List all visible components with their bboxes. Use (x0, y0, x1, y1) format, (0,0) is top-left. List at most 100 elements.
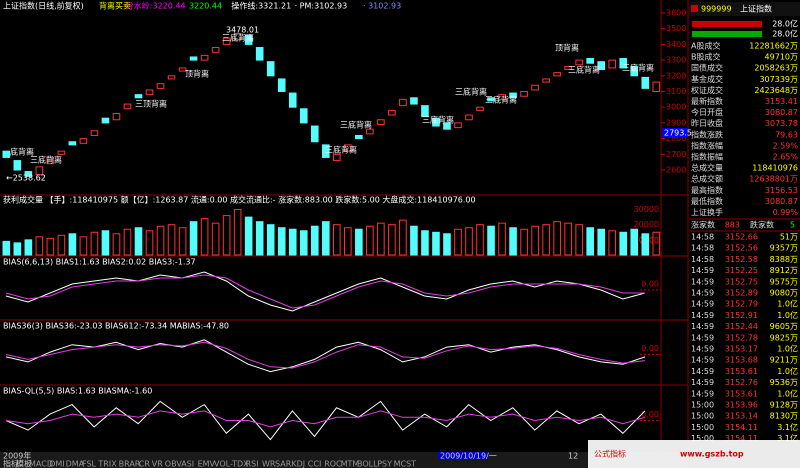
y-tick-label: 2900 (666, 118, 686, 127)
trade-price: 3154.11 (725, 434, 758, 443)
trade-volume: 8130万 (770, 412, 798, 421)
indicator-tab: CR (139, 460, 151, 468)
y-tick-label: 2800 (666, 134, 686, 143)
info-label: 指数涨幅 (691, 140, 723, 150)
candle (608, 59, 617, 69)
candle (520, 91, 528, 97)
candle (388, 109, 396, 116)
indicator-tab: PSY (377, 460, 392, 468)
trade-price: 3152.79 (725, 300, 758, 309)
trade-volume: 9825万 (770, 333, 798, 342)
candle (299, 108, 308, 124)
footer-date: 12 (568, 452, 578, 461)
candle (200, 54, 209, 61)
info-label: 今日开盘 (691, 107, 723, 117)
volume-header: 获利成交量 【手】:118410975 额【亿】:1263.87 流通:0.00… (3, 195, 476, 205)
candle (531, 84, 539, 91)
info-label: 最低指数 (691, 196, 723, 206)
trade-time: 14:59 (691, 345, 714, 354)
info-value: 3153.41 (765, 97, 798, 106)
breadth: 跌家数 (750, 220, 774, 230)
candle (79, 138, 88, 144)
volume-bar (377, 222, 385, 256)
indicator-tab: VOL-TDX (214, 460, 249, 468)
y-tick-label: 0.00 (641, 410, 659, 419)
indicator-tab: BOLL (357, 460, 378, 468)
info-label: 指数振幅 (691, 152, 723, 162)
trade-time: 14:59 (691, 367, 714, 376)
volume-bar (465, 227, 473, 256)
trade-price: 3152.25 (725, 266, 758, 275)
volume-bar (299, 230, 308, 256)
volume-bar (487, 225, 495, 256)
candle (443, 122, 451, 130)
volume-bar (24, 239, 33, 256)
info-value: 3156.53 (765, 186, 798, 195)
trade-time: 14:59 (691, 322, 714, 331)
trade-volume: 8912万 (770, 266, 798, 275)
top-value: 28.0亿 (772, 29, 798, 39)
trade-volume: 1.0亿 (777, 299, 798, 309)
volume-bar (145, 230, 154, 256)
volume-bar (388, 224, 396, 256)
y-tick-label: 2600 (666, 166, 686, 175)
volume-bar (255, 221, 264, 256)
candle (24, 171, 33, 177)
volume-bar (630, 228, 639, 256)
date-cursor (438, 452, 488, 460)
trade-time: 14:59 (691, 389, 714, 398)
trade-volume: 9575万 (770, 277, 798, 286)
candle (266, 61, 275, 77)
candle (178, 67, 187, 72)
watermark-box (588, 440, 800, 468)
indicator-tab: RSI (246, 460, 259, 468)
info-label: 总成交量 (691, 163, 723, 173)
stock-name: 上证指数 (740, 4, 772, 14)
volume-bar (13, 242, 22, 256)
indicator-tab: MTM (341, 460, 360, 468)
header-text: 分水岭:3220.44 (126, 1, 186, 11)
candle (542, 78, 550, 83)
candle (487, 97, 495, 102)
top-gauge (692, 31, 762, 37)
volume-bar (454, 228, 462, 256)
volume-bar (321, 221, 330, 256)
volume-bar (520, 228, 528, 256)
header-text: · PM:3102.93 (295, 2, 348, 11)
annotation: 三底背离 (485, 95, 517, 105)
trade-time: 14:59 (691, 311, 714, 320)
trade-volume: 8388万 (770, 255, 798, 264)
info-value: 2.59% (773, 141, 799, 150)
volume-bar (57, 234, 66, 256)
info-label: 权证成交 (691, 85, 723, 95)
info-label: B股成交 (691, 52, 721, 62)
trade-volume: 9536万 (770, 378, 798, 387)
indicator-tab: FSL (82, 460, 97, 468)
indicator-tab: BRAR (119, 460, 141, 468)
volume-bar (244, 216, 253, 256)
candle (244, 34, 253, 45)
volume-bar (641, 233, 650, 256)
indicator-tab: DMI (49, 460, 64, 468)
trade-volume: 1.0亿 (777, 366, 798, 376)
candle (498, 94, 506, 100)
side-title-bar (689, 2, 800, 16)
trade-volume: 9357万 (770, 244, 798, 253)
indicator-tab: ROC (324, 460, 342, 468)
candle (586, 58, 594, 64)
volume-bar (476, 224, 484, 256)
trade-time: 14:58 (691, 255, 714, 264)
candle (145, 89, 154, 96)
trade-time: 14:59 (691, 378, 714, 387)
pane-header: BIAS36(3) BIAS36:-23.03 BIAS612:-73.34 M… (3, 322, 229, 331)
header-text: 上证指数(日线,前复权) (3, 1, 84, 11)
trade-time: 14:59 (691, 277, 714, 286)
indicator-tab: CCI (308, 460, 322, 468)
annotation: 三底背离 (455, 87, 487, 97)
top-gauge (692, 21, 762, 27)
candle (454, 122, 462, 129)
breadth: 883 (725, 221, 740, 230)
candle (156, 83, 165, 89)
y-tick-label: 20000 (634, 220, 659, 229)
candle (288, 92, 297, 108)
